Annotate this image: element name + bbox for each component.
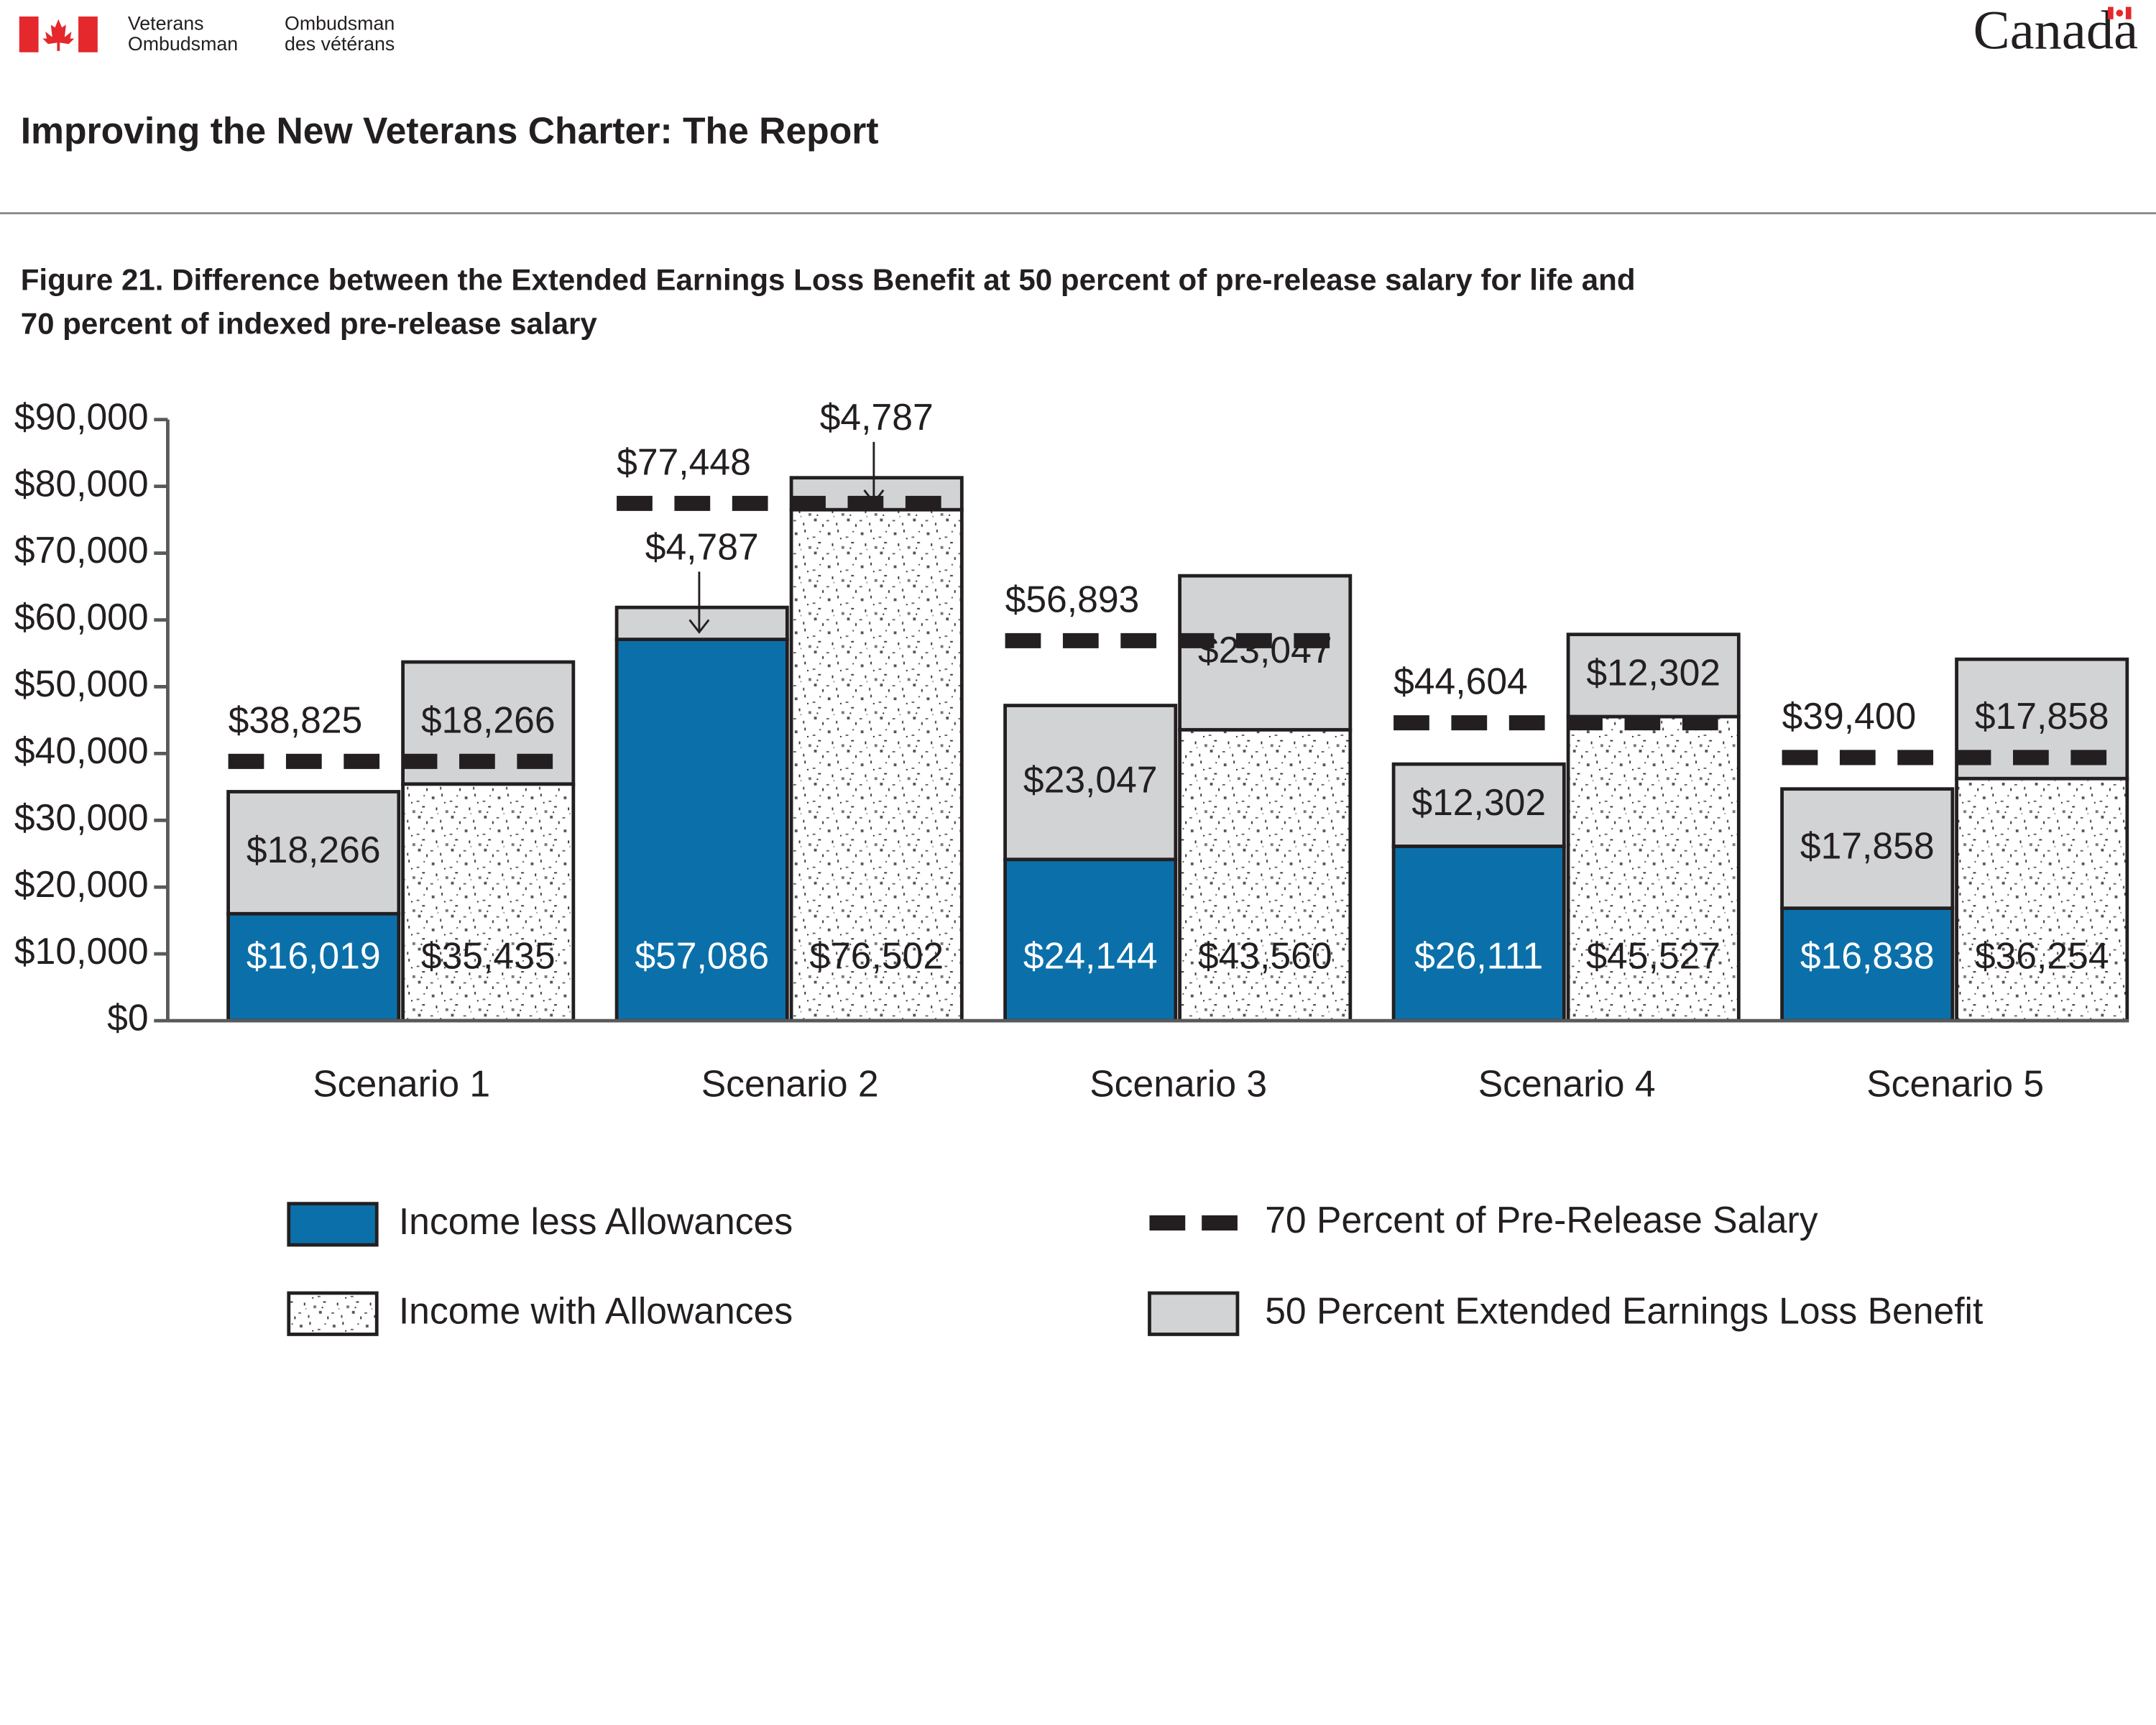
bar-segment — [1391, 845, 1566, 1023]
bar-segment — [1391, 762, 1566, 848]
bar-segment — [1178, 727, 1353, 1023]
value-label: $57,086 — [635, 935, 769, 977]
value-label: $38,825 — [229, 699, 363, 740]
y-tick-label: $30,000 — [14, 796, 149, 838]
value-label: $36,254 — [1975, 935, 2109, 977]
legend-swatch — [1148, 1291, 1240, 1336]
bar-segment — [614, 605, 789, 641]
y-tick-label: $90,000 — [14, 395, 149, 437]
bar-segment — [226, 790, 401, 916]
x-tick-label: Scenario 1 — [313, 1063, 490, 1105]
y-tick-label: $10,000 — [14, 930, 149, 972]
value-label: $24,144 — [1023, 935, 1158, 977]
legend-swatch — [287, 1291, 379, 1336]
value-label: $39,400 — [1782, 695, 1917, 737]
x-tick-label: Scenario 2 — [701, 1063, 879, 1105]
x-tick-label: Scenario 4 — [1478, 1063, 1656, 1105]
y-tick-label: $70,000 — [14, 529, 149, 571]
value-label: $16,838 — [1800, 935, 1935, 977]
bar-segment — [614, 638, 789, 1023]
wordmark-flag — [2108, 6, 2132, 19]
value-label: $77,448 — [617, 441, 751, 482]
x-tick-label: Scenario 5 — [1866, 1063, 2044, 1105]
bar-segment — [1955, 776, 2129, 1023]
value-label: $35,435 — [421, 935, 556, 977]
value-label: $26,111 — [1414, 935, 1543, 977]
org-fr: des vétérans — [285, 33, 395, 55]
value-label: $4,787 — [645, 525, 759, 567]
bar-segment — [1003, 704, 1178, 862]
value-label: $18,266 — [247, 829, 381, 870]
bar-segment — [1780, 787, 1955, 911]
legend-label: Income with Allowances — [399, 1289, 793, 1331]
y-tick-label: $40,000 — [14, 730, 149, 771]
bar-segment — [1566, 714, 1741, 1023]
value-label: $56,893 — [1005, 578, 1140, 620]
y-tick-label: $0 — [107, 997, 148, 1039]
bar-segment — [401, 782, 576, 1023]
legend-label: Income less Allowances — [399, 1200, 793, 1242]
value-label: $12,302 — [1411, 781, 1546, 823]
value-label: $17,858 — [1975, 695, 2109, 737]
legend-label: 70 Percent of Pre-Release Salary — [1265, 1199, 1818, 1241]
y-tick-label: $80,000 — [14, 462, 149, 504]
y-tick-label: $60,000 — [14, 596, 149, 638]
org-en: Ombudsman — [128, 33, 238, 55]
arrow-head — [688, 619, 710, 634]
canada-flag — [19, 16, 98, 52]
bar-segment — [1566, 632, 1741, 719]
value-label: $16,019 — [247, 935, 381, 977]
legend-swatch — [287, 1202, 379, 1247]
value-label: $44,604 — [1393, 661, 1528, 702]
org-en: Veterans — [128, 13, 204, 34]
bar-segment — [1178, 574, 1353, 732]
value-label: $4,787 — [820, 396, 934, 438]
value-label: $17,858 — [1800, 824, 1935, 866]
chart-title: Figure 21. Difference between the Extend… — [21, 262, 1636, 296]
report-title: Improving the New Veterans Charter: The … — [21, 109, 879, 151]
y-tick-label: $50,000 — [14, 663, 149, 704]
value-label: $18,266 — [421, 699, 556, 741]
value-label: $76,502 — [809, 935, 944, 977]
bar-segment — [1780, 906, 1955, 1023]
value-label: $12,302 — [1586, 651, 1720, 693]
org-fr: Ombudsman — [285, 13, 395, 34]
wordmark: Canada — [1973, 0, 2138, 60]
value-label: $43,560 — [1198, 935, 1332, 977]
value-label: $45,527 — [1586, 935, 1720, 977]
legend-label: 50 Percent Extended Earnings Loss Benefi… — [1265, 1289, 1983, 1331]
chart-title: 70 percent of indexed pre-release salary — [21, 307, 598, 341]
y-tick-label: $20,000 — [14, 863, 149, 905]
x-tick-label: Scenario 3 — [1089, 1063, 1267, 1105]
value-label: $23,047 — [1023, 758, 1158, 800]
